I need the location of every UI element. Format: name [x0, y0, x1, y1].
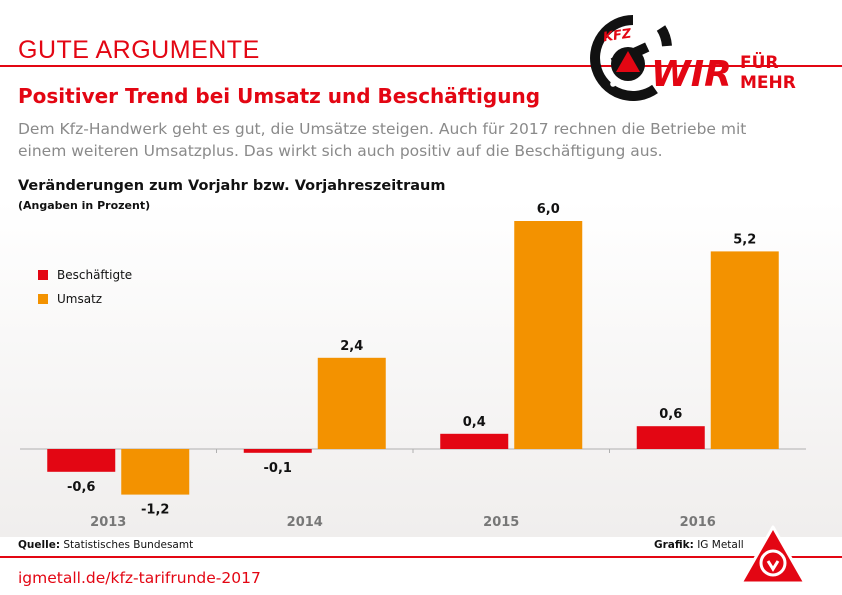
bar-beschaeftigte-2015: [440, 433, 509, 449]
legend-swatch-beschaeftigte: [38, 270, 48, 280]
legend-item-beschaeftigte: Beschäftigte: [38, 268, 132, 282]
chart-title: Veränderungen zum Vorjahr bzw. Vorjahres…: [18, 178, 446, 194]
bar-chart: -0,6 -1,2 2013 -0,1 2,4 2014 0,4 6,0 2015 0,6 5,2 2…: [20, 202, 806, 530]
chart-legend: Beschäftigte Umsatz: [38, 268, 132, 316]
data-label-beschaeftigte-2015: 0,4: [463, 415, 486, 430]
header-divider: [0, 65, 842, 67]
chart-unit-label: (Angaben in Prozent): [18, 199, 151, 212]
bar-umsatz-2016: [710, 251, 779, 449]
source-text: Statistisches Bundesamt: [63, 539, 194, 551]
legend-label-umsatz: Umsatz: [57, 292, 103, 306]
footer-divider: [0, 556, 842, 558]
graphic-credit: Grafik: IG Metall: [654, 539, 744, 551]
bar-beschaeftigte-2013: [47, 449, 116, 472]
logo-kfz-text: KFZ: [602, 26, 633, 45]
ig-metall-logo: [739, 525, 807, 585]
credit-label: Grafik:: [654, 539, 694, 551]
subtitle: Dem Kfz-Handwerk geht es gut, die Umsätz…: [18, 120, 747, 160]
category-label-2016: 2016: [680, 515, 716, 530]
source-note: Quelle: Statistisches Bundesamt: [18, 539, 193, 551]
data-label-beschaeftigte-2016: 0,6: [659, 407, 682, 422]
legend-item-umsatz: Umsatz: [38, 292, 132, 306]
data-label-beschaeftigte-2013: -0,6: [67, 480, 95, 495]
bar-beschaeftigte-2014: [243, 449, 312, 453]
category-label-2013: 2013: [90, 515, 126, 530]
kfz-wir-fuer-mehr-logo: KFZ WIR FÜR MEHR: [590, 15, 796, 101]
data-label-umsatz-2014: 2,4: [340, 339, 363, 354]
bar-umsatz-2013: [121, 449, 190, 495]
source-label: Quelle:: [18, 539, 61, 551]
data-label-beschaeftigte-2014: -0,1: [264, 461, 292, 476]
category-label-2014: 2014: [287, 515, 323, 530]
data-label-umsatz-2015: 6,0: [537, 202, 560, 217]
data-label-umsatz-2013: -1,2: [141, 503, 169, 518]
logo-fuer-text: FÜR: [740, 51, 779, 73]
logo-mehr-text: MEHR: [740, 73, 796, 93]
bar-umsatz-2014: [317, 357, 386, 449]
logo-wir-text: WIR: [651, 54, 732, 95]
header-title: GUTE ARGUMENTE: [18, 36, 260, 64]
bar-umsatz-2015: [514, 221, 583, 449]
data-label-umsatz-2016: 5,2: [733, 232, 756, 247]
category-label-2015: 2015: [483, 515, 519, 530]
bar-beschaeftigte-2016: [636, 426, 705, 449]
legend-swatch-umsatz: [38, 294, 48, 304]
credit-text: IG Metall: [697, 539, 744, 551]
footer-url-link[interactable]: igmetall.de/kfz-tarifrunde-2017: [18, 569, 261, 587]
headline: Positiver Trend bei Umsatz und Beschäfti…: [18, 84, 541, 108]
legend-label-beschaeftigte: Beschäftigte: [57, 268, 133, 282]
